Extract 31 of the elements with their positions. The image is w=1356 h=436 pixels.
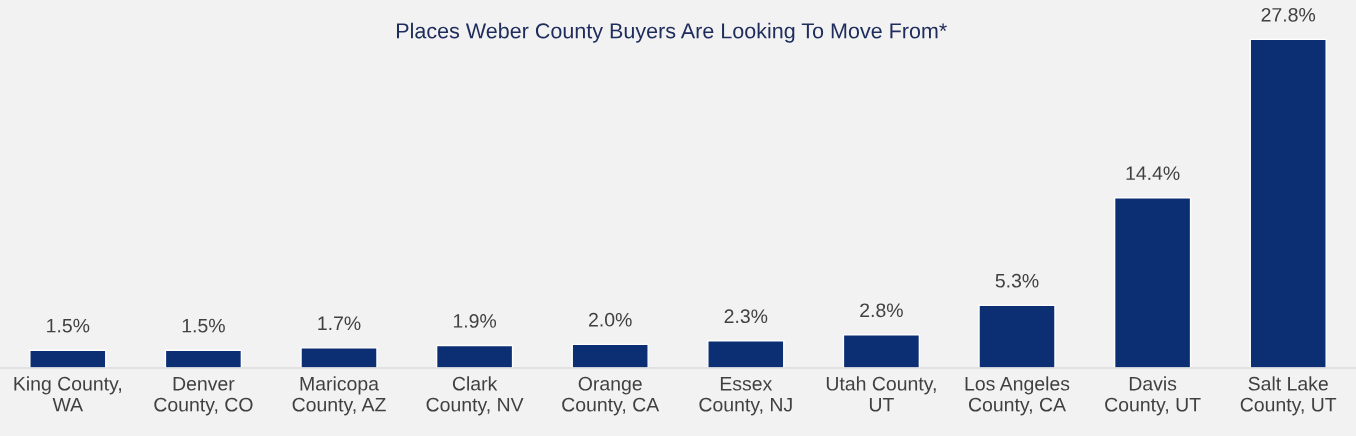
data-label: 1.5% bbox=[182, 318, 225, 333]
data-label: 1.9% bbox=[453, 314, 497, 328]
data-label: 1.7% bbox=[318, 316, 361, 331]
bar bbox=[300, 347, 378, 368]
chart-title: Places Weber County Buyers Are Looking To Move From* bbox=[396, 22, 947, 43]
x-tick-label: Los Angeles County, CA bbox=[965, 376, 1070, 416]
data-label: 2.8% bbox=[860, 303, 903, 318]
data-label: 1.5% bbox=[47, 318, 90, 333]
x-tick-label: Salt Lake County, UT bbox=[1240, 376, 1337, 416]
bar bbox=[29, 349, 107, 368]
bar bbox=[1249, 38, 1327, 368]
bar bbox=[571, 343, 649, 368]
data-label: 27.8% bbox=[1261, 7, 1316, 22]
bar bbox=[842, 334, 921, 368]
x-tick-label: Denver County, CO bbox=[154, 377, 253, 416]
data-label: 2.0% bbox=[589, 312, 632, 327]
data-label: 2.3% bbox=[724, 309, 768, 324]
bar bbox=[1113, 197, 1192, 368]
x-tick-label: Davis County, UT bbox=[1105, 376, 1201, 416]
bar bbox=[707, 340, 785, 368]
x-tick-label: Maricopa County, AZ bbox=[292, 376, 386, 416]
x-tick-label: Orange County, CA bbox=[562, 376, 660, 416]
x-tick-label: King County, WA bbox=[14, 376, 121, 412]
data-label: 5.3% bbox=[995, 273, 1039, 288]
bar bbox=[164, 349, 243, 368]
x-tick-label: Utah County, UT bbox=[826, 376, 936, 412]
bar bbox=[435, 344, 514, 368]
x-tick-label: Clark County, NV bbox=[426, 376, 524, 416]
bar bbox=[978, 304, 1056, 368]
x-tick-label: Essex County, NJ bbox=[699, 377, 792, 416]
data-label: 14.4% bbox=[1126, 166, 1180, 180]
